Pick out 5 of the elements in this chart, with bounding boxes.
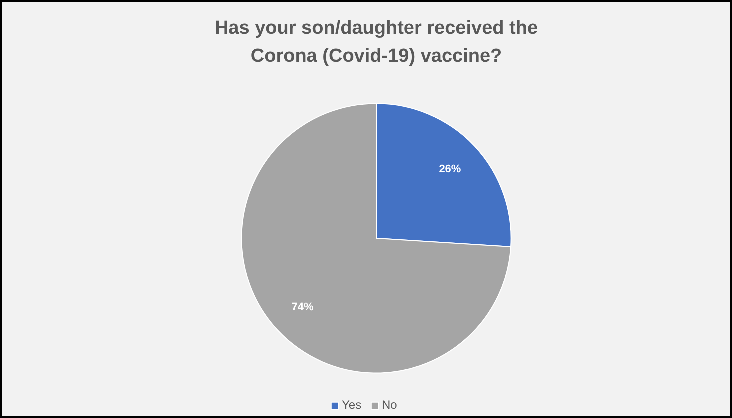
data-label: 26%	[439, 163, 462, 176]
chart-title: Has your son/daughter received the Corona (Covid-19) vaccine?	[214, 18, 538, 67]
data-label: 74%	[292, 302, 314, 314]
legend-label: No	[382, 398, 398, 412]
legend-label: Yes	[342, 398, 362, 412]
